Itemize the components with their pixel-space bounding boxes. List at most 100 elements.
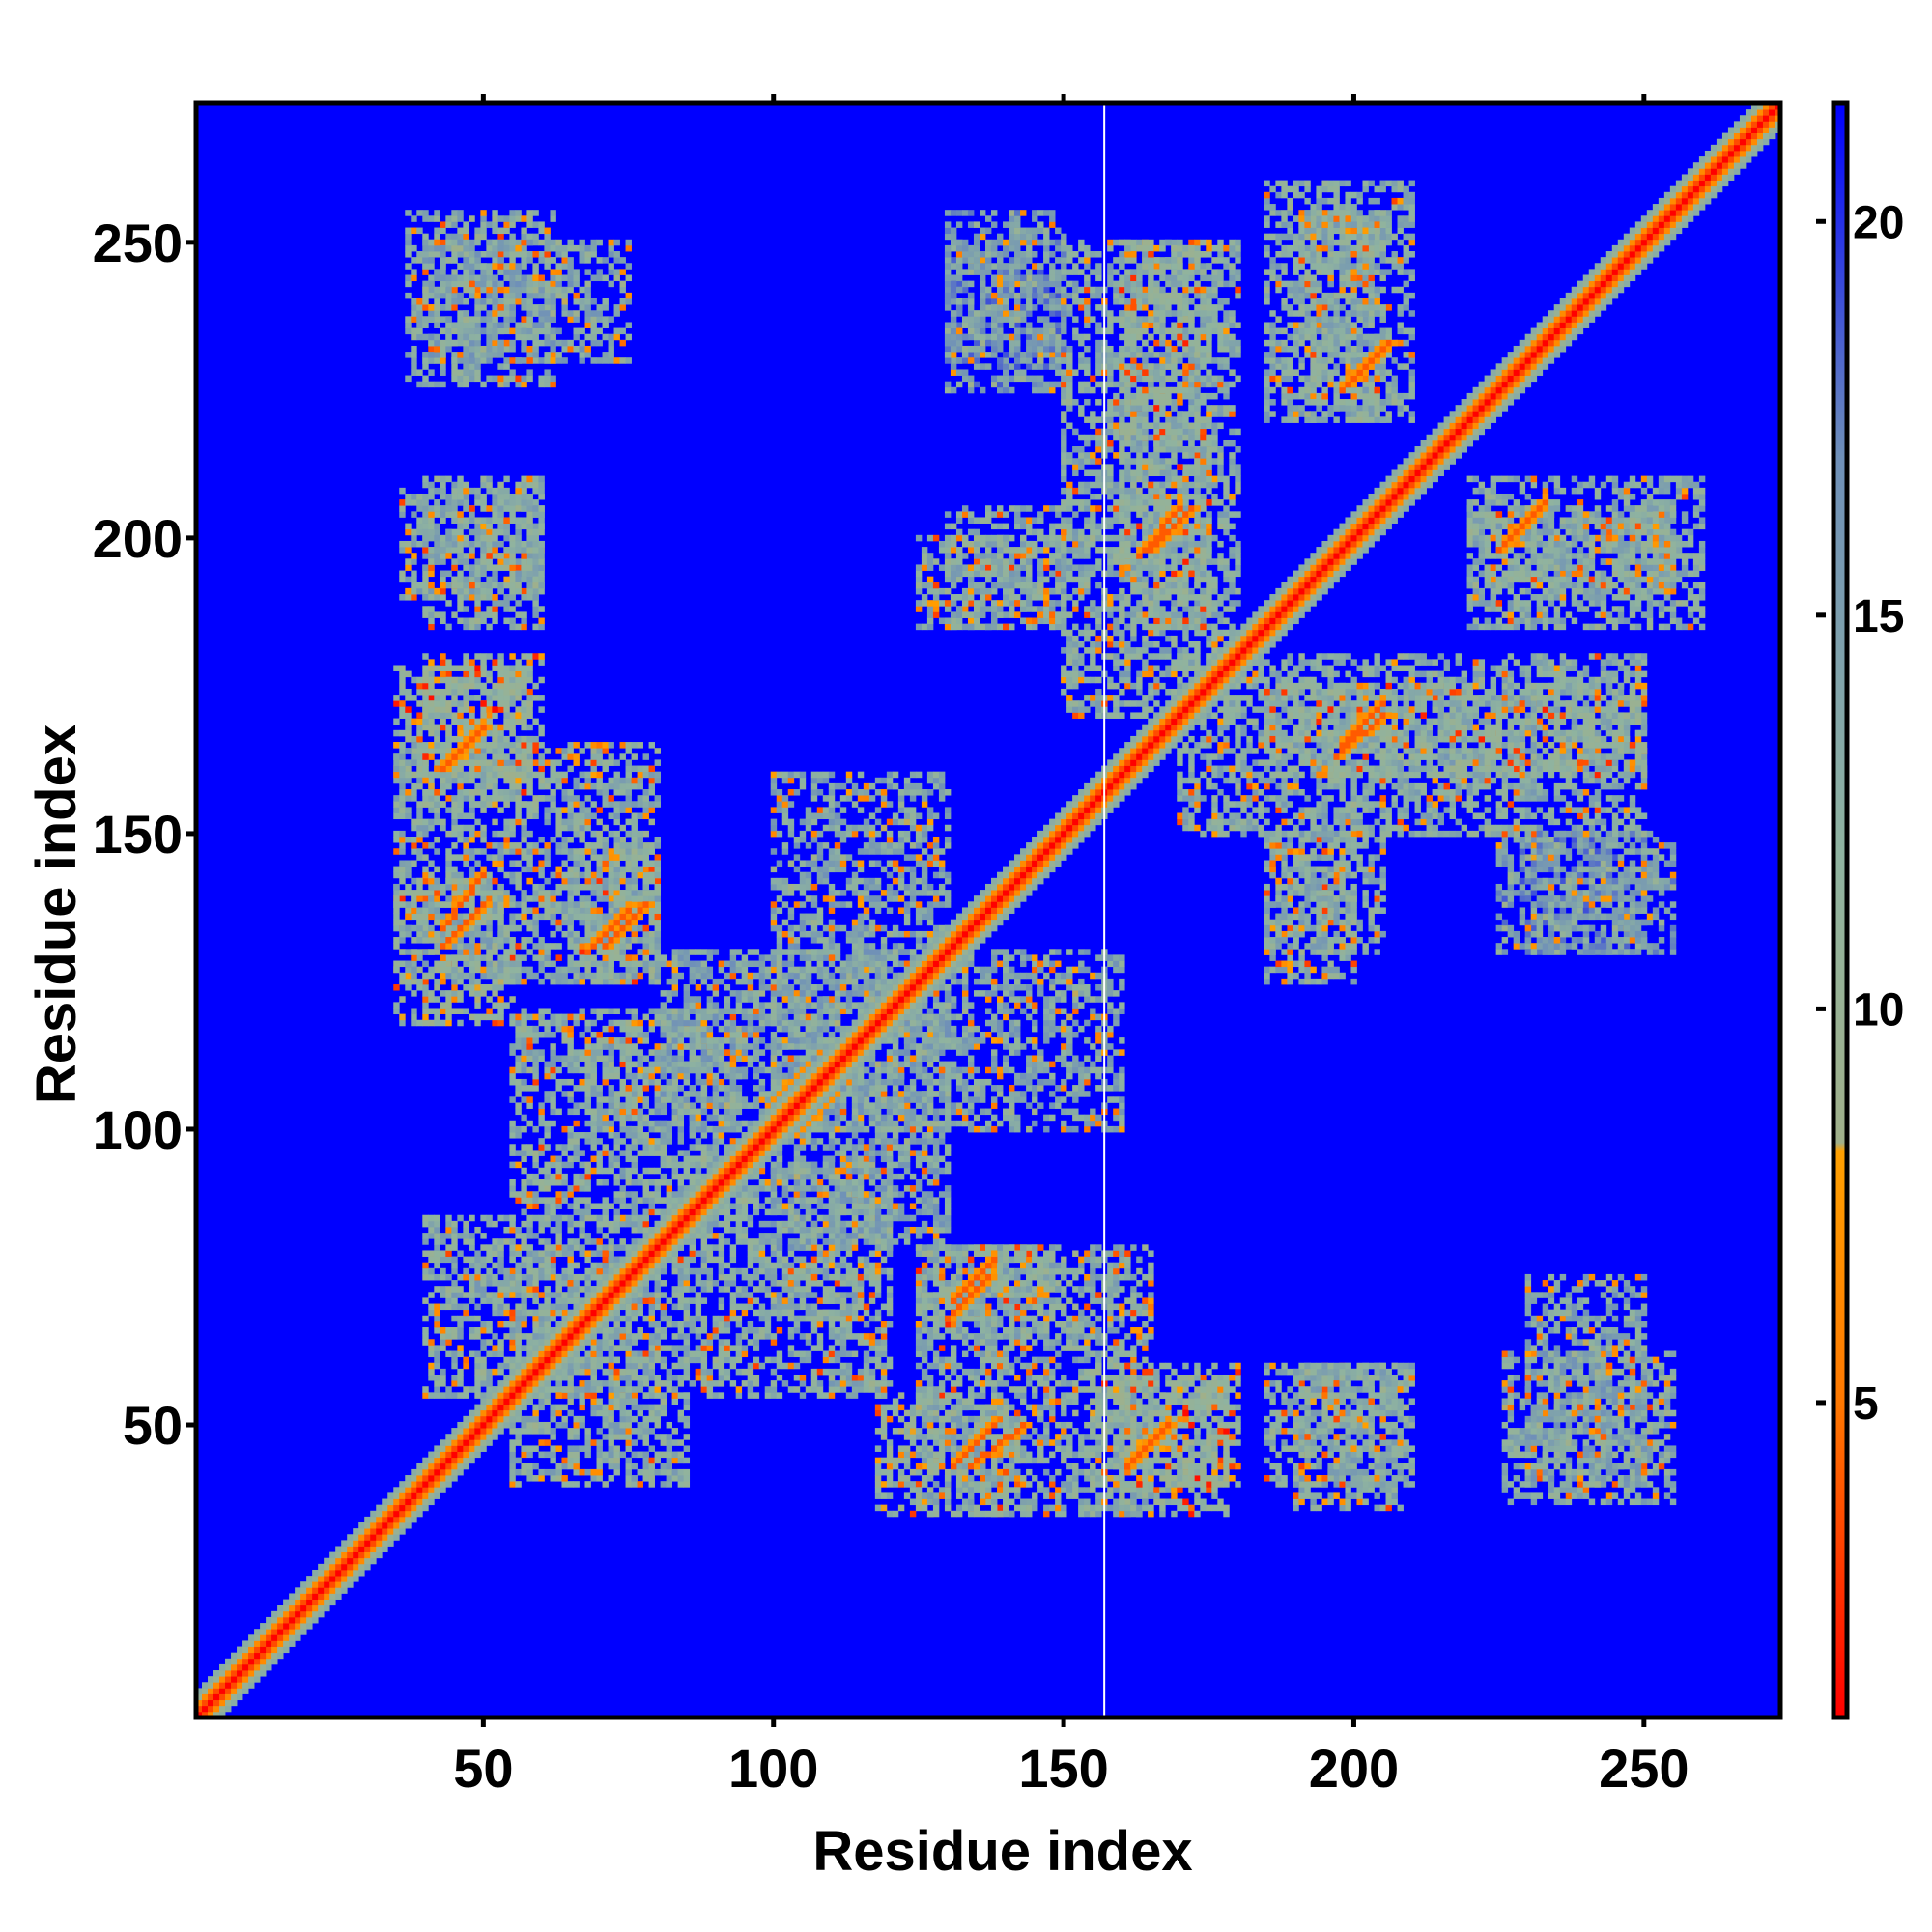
heatmap-cell [1507, 1386, 1515, 1393]
heatmap-cell [724, 1368, 731, 1376]
heatmap-cell [654, 1292, 661, 1298]
heatmap-cell [1206, 1434, 1212, 1440]
heatmap-cell [555, 1244, 562, 1251]
heatmap-cell [1316, 1368, 1322, 1376]
heatmap-cell [463, 960, 469, 968]
heatmap-cell [700, 1345, 708, 1351]
heatmap-cell [538, 1428, 545, 1435]
heatmap-cell [526, 1226, 533, 1234]
heatmap-cell [1594, 1428, 1602, 1435]
heatmap-cell [1600, 1428, 1607, 1435]
heatmap-cell [1507, 1439, 1515, 1446]
heatmap-cell [405, 540, 412, 548]
heatmap-cell [590, 1404, 597, 1411]
heatmap-cell [683, 1434, 691, 1440]
heatmap-cell [497, 978, 504, 985]
heatmap-cell [648, 1167, 655, 1175]
heatmap-cell [526, 1451, 533, 1459]
heatmap-cell [1646, 1380, 1654, 1387]
heatmap-cell [903, 1475, 911, 1482]
heatmap-cell [839, 1262, 847, 1269]
heatmap-cell [445, 547, 452, 554]
heatmap-cell [1513, 1445, 1520, 1452]
heatmap-cell [1611, 1368, 1619, 1376]
heatmap-cell [573, 866, 580, 873]
heatmap-cell [480, 210, 487, 216]
heatmap-cell [967, 1244, 975, 1251]
heatmap-cell [1043, 1273, 1050, 1281]
heatmap-cell [451, 493, 458, 500]
heatmap-cell [480, 706, 487, 713]
heatmap-cell [474, 363, 481, 370]
heatmap-cell [625, 1421, 632, 1429]
heatmap-cell [399, 540, 406, 548]
heatmap-cell [416, 528, 423, 536]
heatmap-cell [480, 1321, 487, 1328]
heatmap-cell [434, 1327, 440, 1334]
heatmap-cell [469, 1273, 475, 1281]
heatmap-cell [660, 1481, 667, 1488]
heatmap-cell [660, 1392, 667, 1399]
heatmap-cell [538, 1439, 545, 1446]
heatmap-cell [503, 251, 510, 258]
heatmap-cell [1321, 1386, 1328, 1393]
heatmap-cell [637, 1037, 643, 1044]
heatmap-cell [666, 1445, 672, 1452]
heatmap-cell [416, 523, 423, 530]
heatmap-cell [503, 215, 510, 222]
heatmap-cell [492, 1309, 498, 1317]
heatmap-cell [741, 1208, 749, 1216]
heatmap-cell [457, 210, 464, 216]
heatmap-cell [608, 1125, 614, 1133]
heatmap-cell [1148, 1457, 1154, 1464]
heatmap-cell [405, 930, 412, 938]
heatmap-cell [712, 1380, 720, 1387]
heatmap-cell [1333, 1398, 1340, 1405]
heatmap-cell [625, 1321, 632, 1328]
heatmap-cell [967, 1510, 975, 1518]
heatmap-cell [497, 1297, 504, 1304]
heatmap-cell [1605, 1475, 1613, 1482]
heatmap-cell [416, 582, 423, 589]
heatmap-cell [590, 883, 597, 891]
heatmap-cell [457, 676, 464, 684]
heatmap-cell [1020, 1309, 1027, 1317]
heatmap-cell [497, 1350, 504, 1358]
heatmap-cell [486, 984, 493, 991]
heatmap-cell [422, 924, 429, 932]
heatmap-cell [544, 1468, 551, 1476]
heatmap-cell [567, 1392, 574, 1399]
heatmap-cell [416, 517, 423, 524]
heatmap-cell [486, 1321, 493, 1328]
heatmap-cell [602, 1434, 609, 1440]
heatmap-cell [532, 263, 539, 270]
heatmap-cell [915, 1492, 923, 1499]
heatmap-cell [1171, 1392, 1178, 1399]
heatmap-cell [526, 676, 533, 684]
heatmap-cell [1663, 1350, 1671, 1358]
heatmap-cell [1669, 1409, 1677, 1417]
heatmap-cell [544, 1386, 551, 1393]
heatmap-cell [613, 1404, 620, 1411]
heatmap-cell [486, 540, 493, 548]
heatmap-cell [892, 1398, 899, 1405]
heatmap-cell [509, 1273, 516, 1281]
heatmap-cell [538, 375, 545, 383]
heatmap-cell [532, 1428, 539, 1435]
heatmap-cell [509, 327, 516, 335]
heatmap-cell [1553, 1457, 1561, 1464]
heatmap-cell [915, 1297, 923, 1304]
heatmap-cell [596, 1463, 603, 1470]
heatmap-cell [555, 1197, 562, 1204]
heatmap-cell [463, 1309, 469, 1317]
heatmap-cell [411, 534, 417, 542]
heatmap-cell [405, 280, 412, 288]
heatmap-cell [584, 1267, 591, 1275]
heatmap-cell [411, 499, 417, 506]
heatmap-cell [526, 1428, 533, 1435]
heatmap-cell [1617, 1380, 1625, 1387]
heatmap-cell [1634, 1380, 1642, 1387]
heatmap-cell [532, 1173, 539, 1180]
heatmap-cell [683, 1185, 691, 1192]
heatmap-cell [480, 1273, 487, 1281]
